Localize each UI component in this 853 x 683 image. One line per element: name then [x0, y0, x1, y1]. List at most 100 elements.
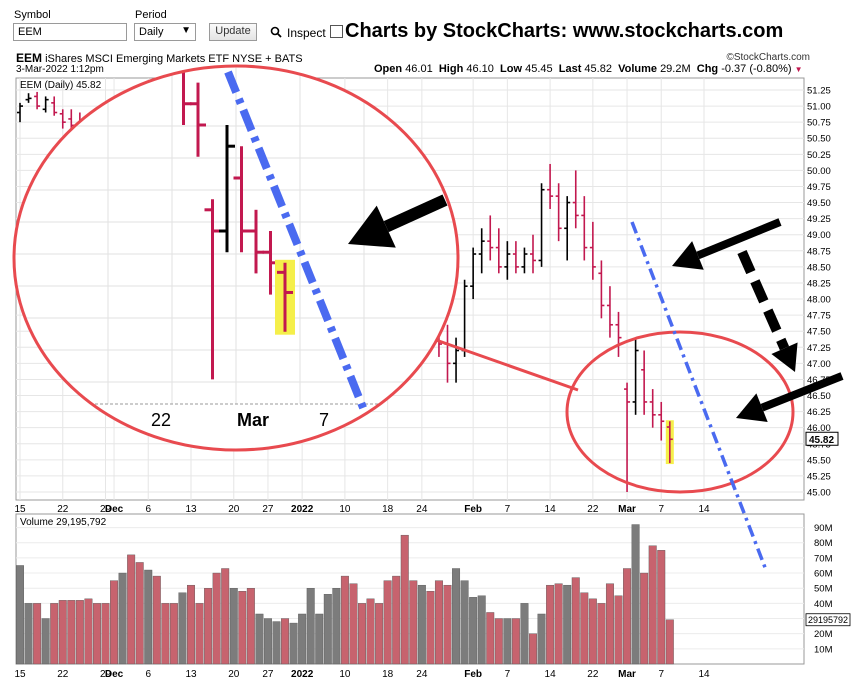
date-tick-label: 20	[228, 504, 240, 515]
date-tick-label: 7	[505, 504, 511, 515]
volume-bar	[443, 584, 452, 665]
volume-bar	[178, 592, 187, 665]
date-tick-label: Mar	[618, 504, 636, 515]
price-tick-label: 48.00	[807, 295, 831, 306]
volume-bar	[511, 618, 520, 665]
volume-bar	[298, 613, 307, 665]
volume-legend: Volume 29,195,792	[20, 517, 107, 528]
ohlc-readout: Open 46.01 High 46.10 Low 45.45 Last 45.…	[374, 63, 803, 75]
period-label: Period	[135, 9, 167, 21]
volume-bar	[75, 600, 84, 665]
price-tick-label: 51.00	[807, 102, 831, 113]
volume-bar	[486, 612, 495, 665]
volume-bar	[400, 534, 409, 665]
last-value: 45.82	[584, 63, 612, 75]
inspect-label: Inspect	[287, 26, 326, 40]
brand-text: Charts by StockCharts: www.stockcharts.c…	[345, 20, 784, 42]
volume-bar	[349, 583, 358, 665]
volume-bar	[229, 588, 238, 665]
volume-bar	[640, 572, 649, 665]
volume-bar	[477, 595, 486, 665]
date-tick-label: 2022	[291, 504, 314, 515]
volume-bar	[537, 613, 546, 665]
price-tick-label: 50.00	[807, 166, 831, 177]
price-tick-label: 47.00	[807, 359, 831, 370]
date-tick-label: 22	[57, 669, 69, 680]
price-tick-label: 45.25	[807, 471, 831, 482]
ohlc-bar	[658, 401, 665, 441]
arrow-left-icon	[672, 218, 782, 270]
volume-bar	[580, 592, 589, 665]
update-button[interactable]: Update	[209, 23, 257, 41]
volume-bar	[375, 603, 384, 665]
volume-bar	[366, 598, 375, 665]
volume-bar	[340, 575, 349, 665]
open-value: 46.01	[405, 63, 433, 75]
change-label: Chg	[696, 63, 719, 75]
date-tick-label: 13	[185, 669, 197, 680]
volume-tick-label: 90M	[814, 523, 833, 534]
arrow-head	[672, 241, 704, 270]
price-tick-label: 49.25	[807, 214, 831, 225]
volume-bar	[204, 588, 213, 665]
date-tick-label: 10	[339, 504, 351, 515]
date-tick-label: 22	[587, 504, 599, 515]
price-tick-label: 47.25	[807, 343, 831, 354]
volume-bar	[434, 580, 443, 665]
volume-bar	[272, 621, 281, 665]
symbol-input[interactable]: EEM	[13, 23, 127, 41]
volume-bar	[118, 572, 127, 665]
date-tick-label: 6	[145, 669, 151, 680]
focus-circle	[565, 330, 795, 494]
date-tick-label: 7	[658, 504, 664, 515]
open-label: Open	[374, 63, 403, 75]
copyright: ©StockCharts.com	[726, 52, 810, 63]
date-tick-label: 15	[14, 504, 26, 515]
price-tick-label: 46.75	[807, 375, 831, 386]
date-tick-label: Mar	[618, 669, 636, 680]
date-tick-label: 10	[339, 669, 351, 680]
price-tick-label: 46.50	[807, 391, 831, 402]
ohlc-bar	[632, 337, 639, 415]
arrow-head	[771, 342, 798, 372]
date-tick-label: 14	[698, 504, 710, 515]
volume-bar	[614, 595, 623, 665]
volume-bar	[623, 568, 632, 665]
date-tick-label: 24	[416, 504, 428, 515]
date-tick-label: 6	[145, 504, 151, 515]
search-icon[interactable]	[270, 25, 282, 38]
volume-tick-label: 60M	[814, 569, 833, 580]
high-value: 46.10	[466, 63, 494, 75]
ohlc-bar	[59, 109, 66, 129]
datetime: 3-Mar-2022 1:12pm	[16, 64, 104, 75]
price-legend: EEM (Daily) 45.82	[20, 80, 102, 91]
date-tick-label: Feb	[464, 504, 482, 515]
date-tick-label: 22	[57, 504, 69, 515]
ohlc-bar	[666, 421, 673, 464]
zoom-ohlc-bar	[190, 82, 206, 157]
trendline	[630, 221, 768, 571]
price-tick-label: 46.00	[807, 423, 831, 434]
date-tick-label: 29	[100, 504, 112, 515]
volume-tick-label: 20M	[814, 629, 833, 640]
volume-bar	[24, 603, 33, 665]
volume-bar	[358, 603, 366, 665]
price-tick-label: 49.75	[807, 182, 831, 193]
arrow-shaft	[383, 194, 448, 233]
ohlc-bar	[487, 215, 494, 261]
volume-bar	[161, 603, 170, 665]
volume-bar	[460, 580, 469, 665]
ohlc-bar	[504, 241, 511, 280]
ohlc-bar	[495, 228, 502, 274]
ohlc-bar	[521, 247, 528, 274]
volume-bar	[221, 568, 230, 665]
volume-marker-label: 29195792	[808, 615, 848, 625]
period-select[interactable]: Daily ▼	[134, 23, 196, 41]
zoom-date-label: Mar	[237, 410, 269, 430]
ohlc-bar	[530, 234, 536, 274]
ohlc-bar	[581, 196, 588, 261]
date-tick-label: 15	[14, 669, 26, 680]
inspect-checkbox[interactable]	[330, 25, 343, 38]
last-price-marker	[805, 431, 839, 446]
date-tick-label: 24	[416, 669, 428, 680]
